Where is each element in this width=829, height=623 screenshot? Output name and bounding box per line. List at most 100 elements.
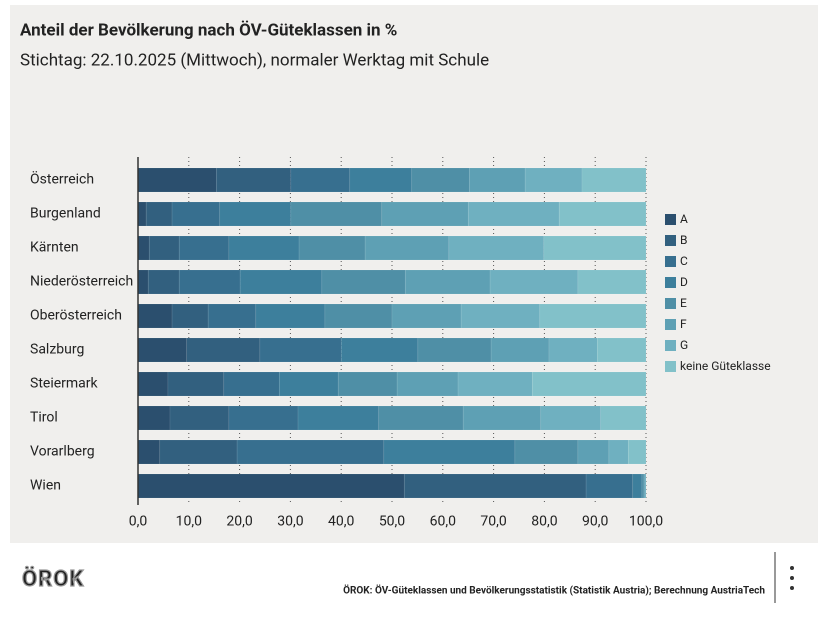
bar-segment <box>608 439 629 465</box>
bar-segment <box>403 473 587 499</box>
bar-segment <box>641 473 645 499</box>
bar-segment <box>137 201 147 227</box>
legend-swatch <box>665 256 676 267</box>
bar-segment <box>228 235 300 261</box>
x-tick-label: 40,0 <box>328 514 354 530</box>
category-label: Burgenland <box>30 206 101 222</box>
bar-segment <box>404 269 491 295</box>
chart-title: Anteil der Bevölkerung nach ÖV-Güteklass… <box>20 20 397 40</box>
bar-segment <box>467 201 560 227</box>
category-label: Kärnten <box>30 240 79 256</box>
bar-segment <box>337 371 398 397</box>
bar-segment <box>585 473 634 499</box>
bar-segment <box>137 405 171 431</box>
bar-segment <box>171 303 209 329</box>
bar-segment <box>581 167 647 193</box>
bar-segment <box>468 167 526 193</box>
bar-segment <box>391 303 462 329</box>
bar-segment <box>228 405 299 431</box>
x-tick-label: 100,0 <box>629 514 663 530</box>
legend-swatch <box>665 319 676 330</box>
bar-segment <box>178 235 230 261</box>
x-tick-label: 20,0 <box>226 514 252 530</box>
legend-label: A <box>680 212 688 226</box>
legend-swatch <box>665 361 676 372</box>
menu-button[interactable] <box>790 566 794 590</box>
legend-label: G <box>680 338 688 352</box>
bar-segment <box>558 201 647 227</box>
category-label: Steiermark <box>30 376 99 392</box>
bar-segment <box>577 439 610 465</box>
bar-segment <box>219 201 292 227</box>
legend-swatch <box>665 235 676 246</box>
bar-segment <box>600 405 647 431</box>
bar-segment <box>298 235 366 261</box>
category-label: Wien <box>30 478 61 494</box>
bar-segment <box>236 439 385 465</box>
bar-segment <box>167 371 225 397</box>
bar-segment <box>324 303 393 329</box>
bar-segment <box>524 167 583 193</box>
x-tick-label: 50,0 <box>379 514 405 530</box>
chart-subtitle: Stichtag: 22.10.2025 (Mittwoch), normale… <box>20 50 489 70</box>
legend-label: E <box>680 296 687 310</box>
bar-segment <box>137 269 149 295</box>
bar-segment <box>137 473 405 499</box>
legend-swatch <box>665 214 676 225</box>
legend-swatch <box>665 340 676 351</box>
bar-segment <box>290 167 351 193</box>
bar-segment <box>290 201 383 227</box>
category-label: Vorarlberg <box>30 444 95 460</box>
bar-segment <box>462 405 542 431</box>
bar-segment <box>137 371 169 397</box>
bar-segment <box>548 337 598 363</box>
bar-segment <box>539 303 647 329</box>
bar-segment <box>490 337 550 363</box>
x-tick-label: 60,0 <box>430 514 456 530</box>
bar-segment <box>278 371 339 397</box>
bar-segment <box>255 303 326 329</box>
bar-segment <box>540 405 602 431</box>
legend-swatch <box>665 298 676 309</box>
bar-segment <box>159 439 238 465</box>
bar-segment <box>531 371 647 397</box>
bar-segment <box>239 269 323 295</box>
bar-segment <box>169 405 230 431</box>
bar-segment <box>448 235 545 261</box>
bar-segment <box>137 439 161 465</box>
bar-segment <box>349 167 413 193</box>
legend-label: B <box>680 233 687 247</box>
legend-label: keine Güteklasse <box>680 359 771 373</box>
bar-segment <box>489 269 579 295</box>
x-tick-label: 10,0 <box>176 514 202 530</box>
category-label: Oberösterreich <box>30 308 122 324</box>
category-label: Niederösterreich <box>30 274 133 290</box>
legend-label: C <box>680 254 688 268</box>
bar-segment <box>137 167 217 193</box>
bar-segment <box>321 269 406 295</box>
bar-segment <box>137 235 150 261</box>
bar-segment <box>460 303 541 329</box>
bar-segment <box>627 439 647 465</box>
x-tick-label: 0,0 <box>129 514 148 530</box>
bar-segment <box>364 235 450 261</box>
bar-segment <box>644 473 647 499</box>
category-label: Tirol <box>30 410 58 426</box>
bar-segment <box>340 337 419 363</box>
bar-segment <box>297 405 380 431</box>
legend-label: D <box>680 275 688 289</box>
x-tick-label: 90,0 <box>582 514 608 530</box>
bar-segment <box>411 167 470 193</box>
bar-segment <box>417 337 492 363</box>
bar-segment <box>178 269 241 295</box>
bar-segment <box>381 201 469 227</box>
logo: ÖROK <box>22 566 84 592</box>
category-label: Österreich <box>30 171 94 188</box>
bar-segment <box>207 303 257 329</box>
bar-segment <box>596 337 647 363</box>
x-tick-label: 80,0 <box>531 514 557 530</box>
bar-segment <box>383 439 516 465</box>
bar-segment <box>223 371 280 397</box>
